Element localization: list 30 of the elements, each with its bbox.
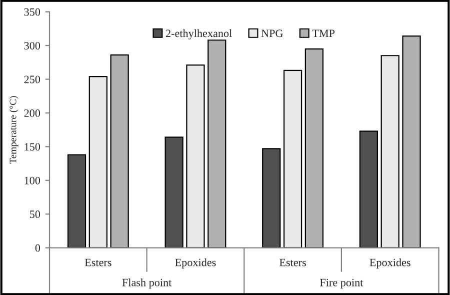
- legend-label: TMP: [312, 30, 335, 37]
- y-tick-label: 150: [24, 143, 40, 151]
- x-tick-label: Esters: [84, 258, 112, 266]
- y-tick-label: 0: [35, 244, 40, 252]
- bar: [359, 130, 378, 248]
- legend-label: NPG: [261, 30, 283, 38]
- bar: [208, 40, 226, 248]
- y-tick-label: 250: [24, 76, 40, 84]
- bar: [164, 136, 184, 248]
- bar: [110, 54, 129, 248]
- y-tick-label: 50: [30, 210, 40, 218]
- bar: [186, 64, 205, 248]
- bar: [380, 55, 400, 248]
- bar: [67, 154, 86, 248]
- y-tick-label: 100: [24, 176, 40, 184]
- y-tick-label: 200: [24, 109, 40, 117]
- x-tick-label: Esters: [280, 258, 306, 266]
- bar: [88, 76, 108, 248]
- bar: [262, 148, 281, 248]
- y-axis-title: Temperature (°C): [9, 96, 18, 164]
- text: Flash point: [122, 278, 172, 289]
- text: Fire point: [320, 278, 364, 289]
- y-tick-label: 350: [24, 8, 40, 16]
- y-tick-label: 300: [24, 42, 40, 50]
- bar: [283, 70, 302, 248]
- bar: [304, 48, 324, 248]
- x-tick-label: Epoxides: [175, 258, 216, 268]
- bar: [402, 36, 421, 248]
- x-tick-label: Epoxides: [370, 258, 410, 268]
- legend-label: 2-ethylhexanol: [166, 29, 232, 40]
